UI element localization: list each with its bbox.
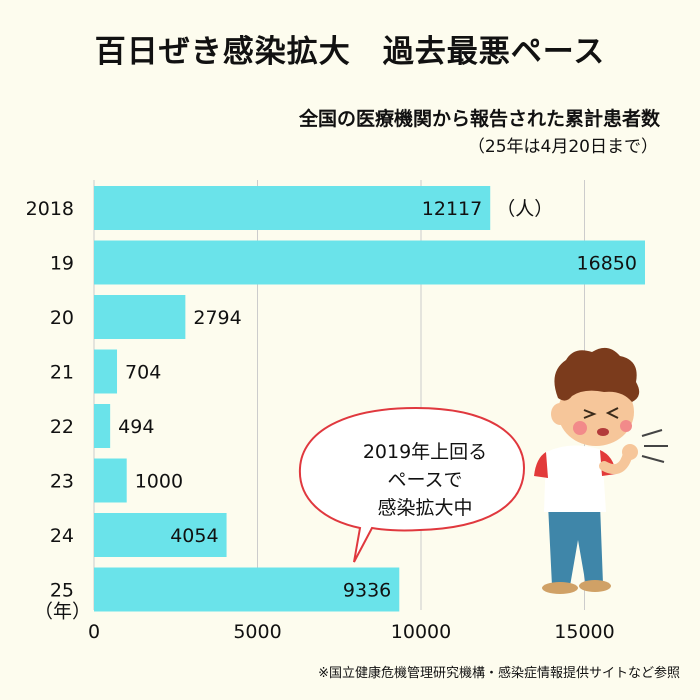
callout-line: ペースで xyxy=(387,469,463,491)
bar xyxy=(94,513,227,557)
data-label: 16850 xyxy=(577,253,637,275)
chart-title: 全国の医療機関から報告された累計患者数 xyxy=(298,108,660,130)
data-label: 9336 xyxy=(343,580,391,602)
y-tick-label: 22 xyxy=(50,416,74,438)
data-label: 1000 xyxy=(135,471,183,493)
y-tick-label: 25 xyxy=(50,580,74,602)
bar xyxy=(94,349,118,394)
callout-text: 2019年上回る ペースで 感染拡大中 xyxy=(340,438,510,522)
coughing-boy-illustration xyxy=(534,347,668,594)
data-label: 12117 xyxy=(422,198,482,220)
y-tick-label: 19 xyxy=(50,253,74,275)
y-tick-label: 21 xyxy=(50,362,74,384)
source-note: ※国立健康危機管理研究機構・感染症情報提供サイトなど参照 xyxy=(318,666,680,681)
speech-bubble xyxy=(298,406,526,563)
data-label: 704 xyxy=(125,362,161,384)
bar xyxy=(94,240,645,285)
data-label: 4054 xyxy=(170,525,218,547)
x-tick-label: 10000 xyxy=(391,621,451,643)
y-tick-label: 23 xyxy=(50,471,74,493)
bar xyxy=(94,458,127,503)
bar xyxy=(94,404,111,448)
x-tick-label: 15000 xyxy=(554,621,614,643)
data-label: 494 xyxy=(118,416,154,438)
y-tick-label: 24 xyxy=(50,525,74,547)
bar xyxy=(94,186,491,230)
chart-note: （25年は4月20日まで） xyxy=(467,137,658,157)
callout-line: 2019年上回る xyxy=(362,441,488,463)
y-tick-label: 2018 xyxy=(26,198,74,220)
x-tick-label: 0 xyxy=(88,621,100,643)
bar xyxy=(94,567,400,612)
page-title: 百日ぜき感染拡大 過去最悪ペース xyxy=(94,34,606,70)
data-label: 2794 xyxy=(193,307,241,329)
year-unit-label: （年） xyxy=(34,601,91,623)
y-tick-label: 20 xyxy=(50,307,74,329)
x-tick-label: 5000 xyxy=(233,621,281,643)
bar xyxy=(94,295,186,339)
unit-label: （人） xyxy=(496,198,553,220)
callout-line: 感染拡大中 xyxy=(377,497,473,519)
